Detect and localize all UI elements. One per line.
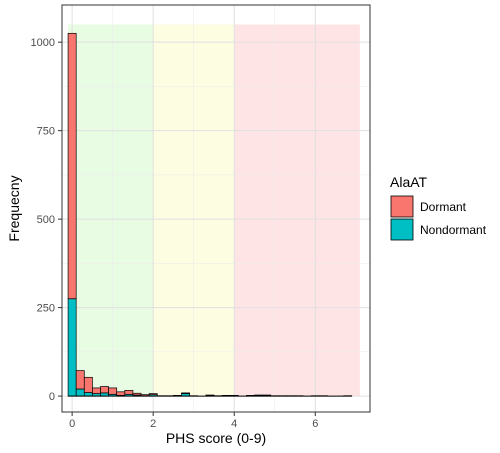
legend-label-dormant: Dormant — [420, 200, 467, 214]
y-tick-label: 0 — [49, 391, 55, 403]
bar-dormant — [132, 392, 142, 396]
x-tick-label: 4 — [231, 418, 237, 430]
bar-nondormant — [75, 388, 85, 397]
y-axis-ticks: 0 250 500 750 1000 — [31, 37, 62, 403]
x-axis-ticks: 0 2 4 6 — [69, 412, 318, 430]
bar-dormant — [124, 390, 134, 395]
bar-dormant — [100, 386, 109, 394]
bar-dormant — [181, 392, 191, 394]
bar-nondormant — [67, 298, 77, 397]
legend-key-nondormant — [390, 218, 414, 241]
bar-dormant — [140, 394, 150, 397]
x-tick-label: 6 — [312, 418, 318, 430]
bar-dormant — [116, 391, 126, 396]
bar-dormant — [67, 32, 77, 300]
y-tick-label: 750 — [37, 126, 55, 138]
x-axis-title: PHS score (0-9) — [166, 430, 266, 446]
y-tick-label: 1000 — [31, 37, 55, 49]
legend: AlaAT Dormant Nondormant — [390, 174, 487, 241]
score-band-2 — [234, 24, 360, 397]
score-bands — [68, 24, 360, 397]
bar-dormant — [108, 387, 118, 395]
bar-dormant — [148, 393, 158, 396]
legend-key-dormant — [390, 195, 414, 218]
y-tick-label: 500 — [37, 214, 55, 226]
panel-border — [61, 4, 371, 413]
bar-dormant — [75, 370, 85, 390]
legend-title: AlaAT — [390, 174, 428, 190]
histogram-bars — [67, 32, 353, 397]
bar-dormant — [92, 387, 101, 394]
y-tick-label: 250 — [37, 303, 55, 315]
bar-dormant — [83, 376, 93, 393]
legend-label-nondormant: Nondormant — [420, 223, 487, 237]
x-tick-label: 2 — [150, 418, 156, 430]
y-axis-title: Frequecny — [6, 175, 22, 241]
score-band-0 — [68, 24, 154, 397]
x-tick-label: 0 — [69, 418, 75, 430]
bar-nondormant — [83, 392, 93, 397]
